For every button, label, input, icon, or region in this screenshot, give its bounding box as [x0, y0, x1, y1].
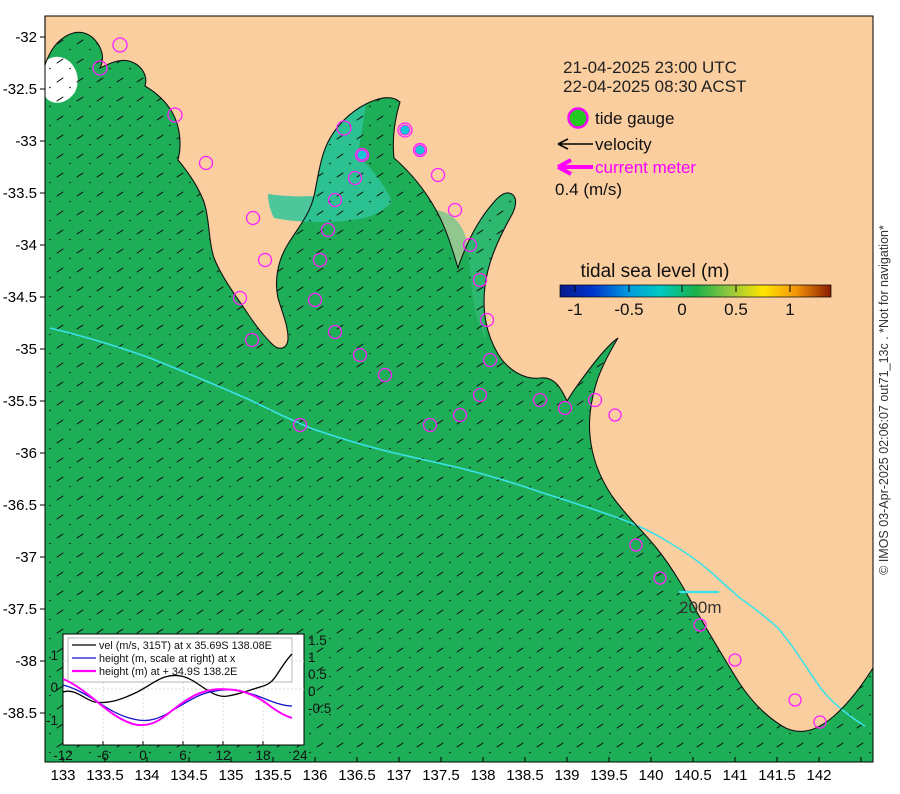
svg-text:12: 12: [215, 748, 230, 763]
svg-text:141: 141: [722, 767, 747, 784]
svg-text:tidal sea level (m): tidal sea level (m): [581, 261, 730, 282]
svg-text:-35.5: -35.5: [3, 393, 37, 410]
svg-text:6: 6: [179, 748, 187, 763]
svg-text:1.5: 1.5: [308, 633, 327, 648]
svg-text:1: 1: [308, 650, 316, 665]
svg-text:-1: -1: [46, 713, 58, 728]
svg-text:24: 24: [292, 748, 308, 763]
svg-text:0: 0: [50, 680, 58, 695]
svg-text:0: 0: [139, 748, 147, 763]
svg-text:current meter: current meter: [595, 158, 696, 177]
svg-text:-34: -34: [15, 237, 37, 254]
svg-text:135.5: 135.5: [254, 767, 292, 784]
svg-text:18: 18: [255, 748, 270, 763]
svg-text:0.5: 0.5: [308, 667, 327, 682]
svg-text:142: 142: [806, 767, 831, 784]
svg-text:140: 140: [638, 767, 663, 784]
svg-text:-38: -38: [15, 653, 37, 670]
svg-text:-34.5: -34.5: [3, 289, 37, 306]
svg-text:-37: -37: [15, 549, 37, 566]
svg-text:height (m, scale at right) at: height (m, scale at right) at x: [99, 653, 236, 665]
svg-text:-32: -32: [15, 29, 37, 46]
svg-text:-35: -35: [15, 341, 37, 358]
svg-text:tide gauge: tide gauge: [595, 109, 674, 128]
svg-text:140.5: 140.5: [674, 767, 712, 784]
svg-text:138: 138: [470, 767, 495, 784]
svg-text:vel (m/s, 315T) at x 35.69S 13: vel (m/s, 315T) at x 35.69S 138.08E: [99, 640, 272, 652]
svg-text:-36: -36: [15, 445, 37, 462]
svg-text:133.5: 133.5: [86, 767, 124, 784]
svg-text:-0.5: -0.5: [614, 300, 643, 319]
svg-text:-38.5: -38.5: [3, 705, 37, 722]
svg-text:0: 0: [308, 684, 316, 699]
svg-text:137: 137: [386, 767, 411, 784]
svg-text:136.5: 136.5: [338, 767, 376, 784]
svg-text:200m: 200m: [679, 598, 722, 617]
svg-text:138.5: 138.5: [506, 767, 544, 784]
svg-text:1: 1: [785, 300, 794, 319]
svg-text:-0.5: -0.5: [308, 701, 331, 716]
svg-text:0.5: 0.5: [724, 300, 748, 319]
svg-text:-32.5: -32.5: [3, 81, 37, 98]
svg-text:134.5: 134.5: [170, 767, 208, 784]
svg-text:133: 133: [50, 767, 75, 784]
svg-text:22-04-2025 08:30 ACST: 22-04-2025 08:30 ACST: [563, 77, 746, 96]
svg-text:-12: -12: [53, 748, 73, 763]
svg-text:139: 139: [554, 767, 579, 784]
svg-text:-1: -1: [567, 300, 582, 319]
svg-text:0: 0: [677, 300, 686, 319]
svg-text:21-04-2025 23:00 UTC: 21-04-2025 23:00 UTC: [563, 58, 737, 77]
svg-text:-36.5: -36.5: [3, 497, 37, 514]
svg-text:© IMOS 03-Apr-2025 02:06:07 ou: © IMOS 03-Apr-2025 02:06:07 out71_13c . …: [877, 225, 891, 575]
svg-text:-33.5: -33.5: [3, 185, 37, 202]
svg-text:136: 136: [302, 767, 327, 784]
svg-text:135: 135: [218, 767, 243, 784]
svg-text:134: 134: [134, 767, 159, 784]
svg-text:139.5: 139.5: [590, 767, 628, 784]
svg-text:1: 1: [50, 648, 58, 663]
svg-text:0.4 (m/s): 0.4 (m/s): [555, 180, 622, 199]
svg-text:141.5: 141.5: [758, 767, 796, 784]
svg-text:137.5: 137.5: [422, 767, 460, 784]
svg-text:velocity: velocity: [595, 135, 652, 154]
svg-text:-37.5: -37.5: [3, 601, 37, 618]
svg-text:-33: -33: [15, 133, 37, 150]
svg-text:-6: -6: [97, 748, 109, 763]
